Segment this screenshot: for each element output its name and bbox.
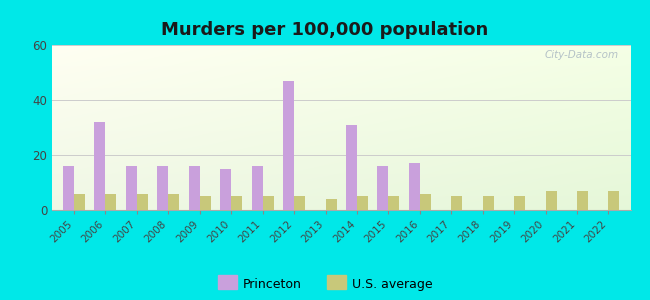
Bar [94, 122, 105, 210]
Bar [294, 196, 305, 210]
Bar [126, 166, 137, 210]
Text: Murders per 100,000 population: Murders per 100,000 population [161, 21, 489, 39]
Bar [157, 166, 168, 210]
Bar [105, 194, 116, 210]
Bar [514, 196, 525, 210]
Text: City-Data.com: City-Data.com [545, 50, 619, 60]
Bar [451, 196, 462, 210]
Bar [389, 196, 399, 210]
Bar [577, 191, 588, 210]
Bar [168, 194, 179, 210]
Bar [483, 196, 494, 210]
Bar [420, 194, 431, 210]
Bar [378, 166, 389, 210]
Legend: Princeton, U.S. average: Princeton, U.S. average [218, 278, 432, 291]
Bar [326, 199, 337, 210]
Bar [608, 191, 619, 210]
Bar [200, 196, 211, 210]
Bar [283, 81, 294, 210]
Bar [74, 194, 85, 210]
Bar [137, 194, 148, 210]
Bar [545, 191, 556, 210]
Bar [188, 166, 200, 210]
Bar [231, 196, 242, 210]
Bar [346, 125, 357, 210]
Bar [409, 163, 420, 210]
Bar [357, 196, 368, 210]
Bar [263, 196, 274, 210]
Bar [63, 166, 74, 210]
Bar [220, 169, 231, 210]
Bar [252, 166, 263, 210]
